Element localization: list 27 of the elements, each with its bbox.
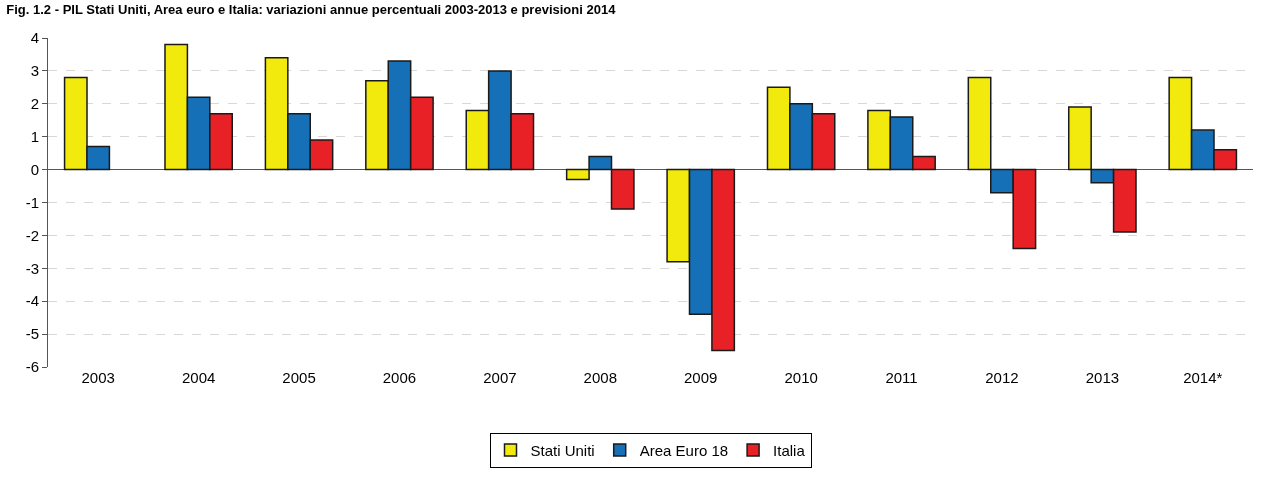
x-tick-label: 2007	[483, 369, 517, 386]
legend-label: Area Euro 18	[639, 441, 729, 459]
legend-label: Italia	[773, 441, 806, 459]
x-tick-label: 2011	[885, 369, 918, 386]
y-tick-label: 2	[30, 95, 39, 113]
y-tick-label: -6	[25, 358, 39, 376]
x-tick-label: 2003	[81, 369, 115, 386]
x-tick-label: 2004	[181, 369, 216, 386]
y-tick-label: 3	[30, 62, 39, 80]
y-tick-label: 1	[30, 127, 39, 145]
y-tick-label: -2	[25, 226, 39, 244]
chart-title: Fig. 1.2 - PIL Stati Uniti, Area euro e Italia: variazioni annue percentuali 2003-2013 e previsioni 2014	[6, 2, 617, 18]
y-tick-label: -5	[25, 325, 39, 343]
x-tick-label: 2013	[1085, 369, 1120, 386]
y-tick-label: -4	[25, 292, 39, 310]
legend-label: Stati Uniti	[530, 441, 595, 459]
y-tick-label: 4	[30, 29, 39, 47]
x-tick-label: 2005	[282, 369, 316, 386]
y-tick-label: 0	[30, 160, 39, 178]
x-tick-label: 2014*	[1183, 369, 1223, 386]
x-tick-label: 2010	[784, 369, 818, 386]
y-tick-label: -3	[25, 259, 39, 277]
x-tick-label: 2012	[985, 369, 1019, 386]
x-tick-label: 2009	[684, 369, 718, 386]
x-tick-label: 2008	[583, 369, 617, 386]
x-tick-label: 2006	[382, 369, 417, 386]
y-tick-label: -1	[25, 193, 39, 211]
